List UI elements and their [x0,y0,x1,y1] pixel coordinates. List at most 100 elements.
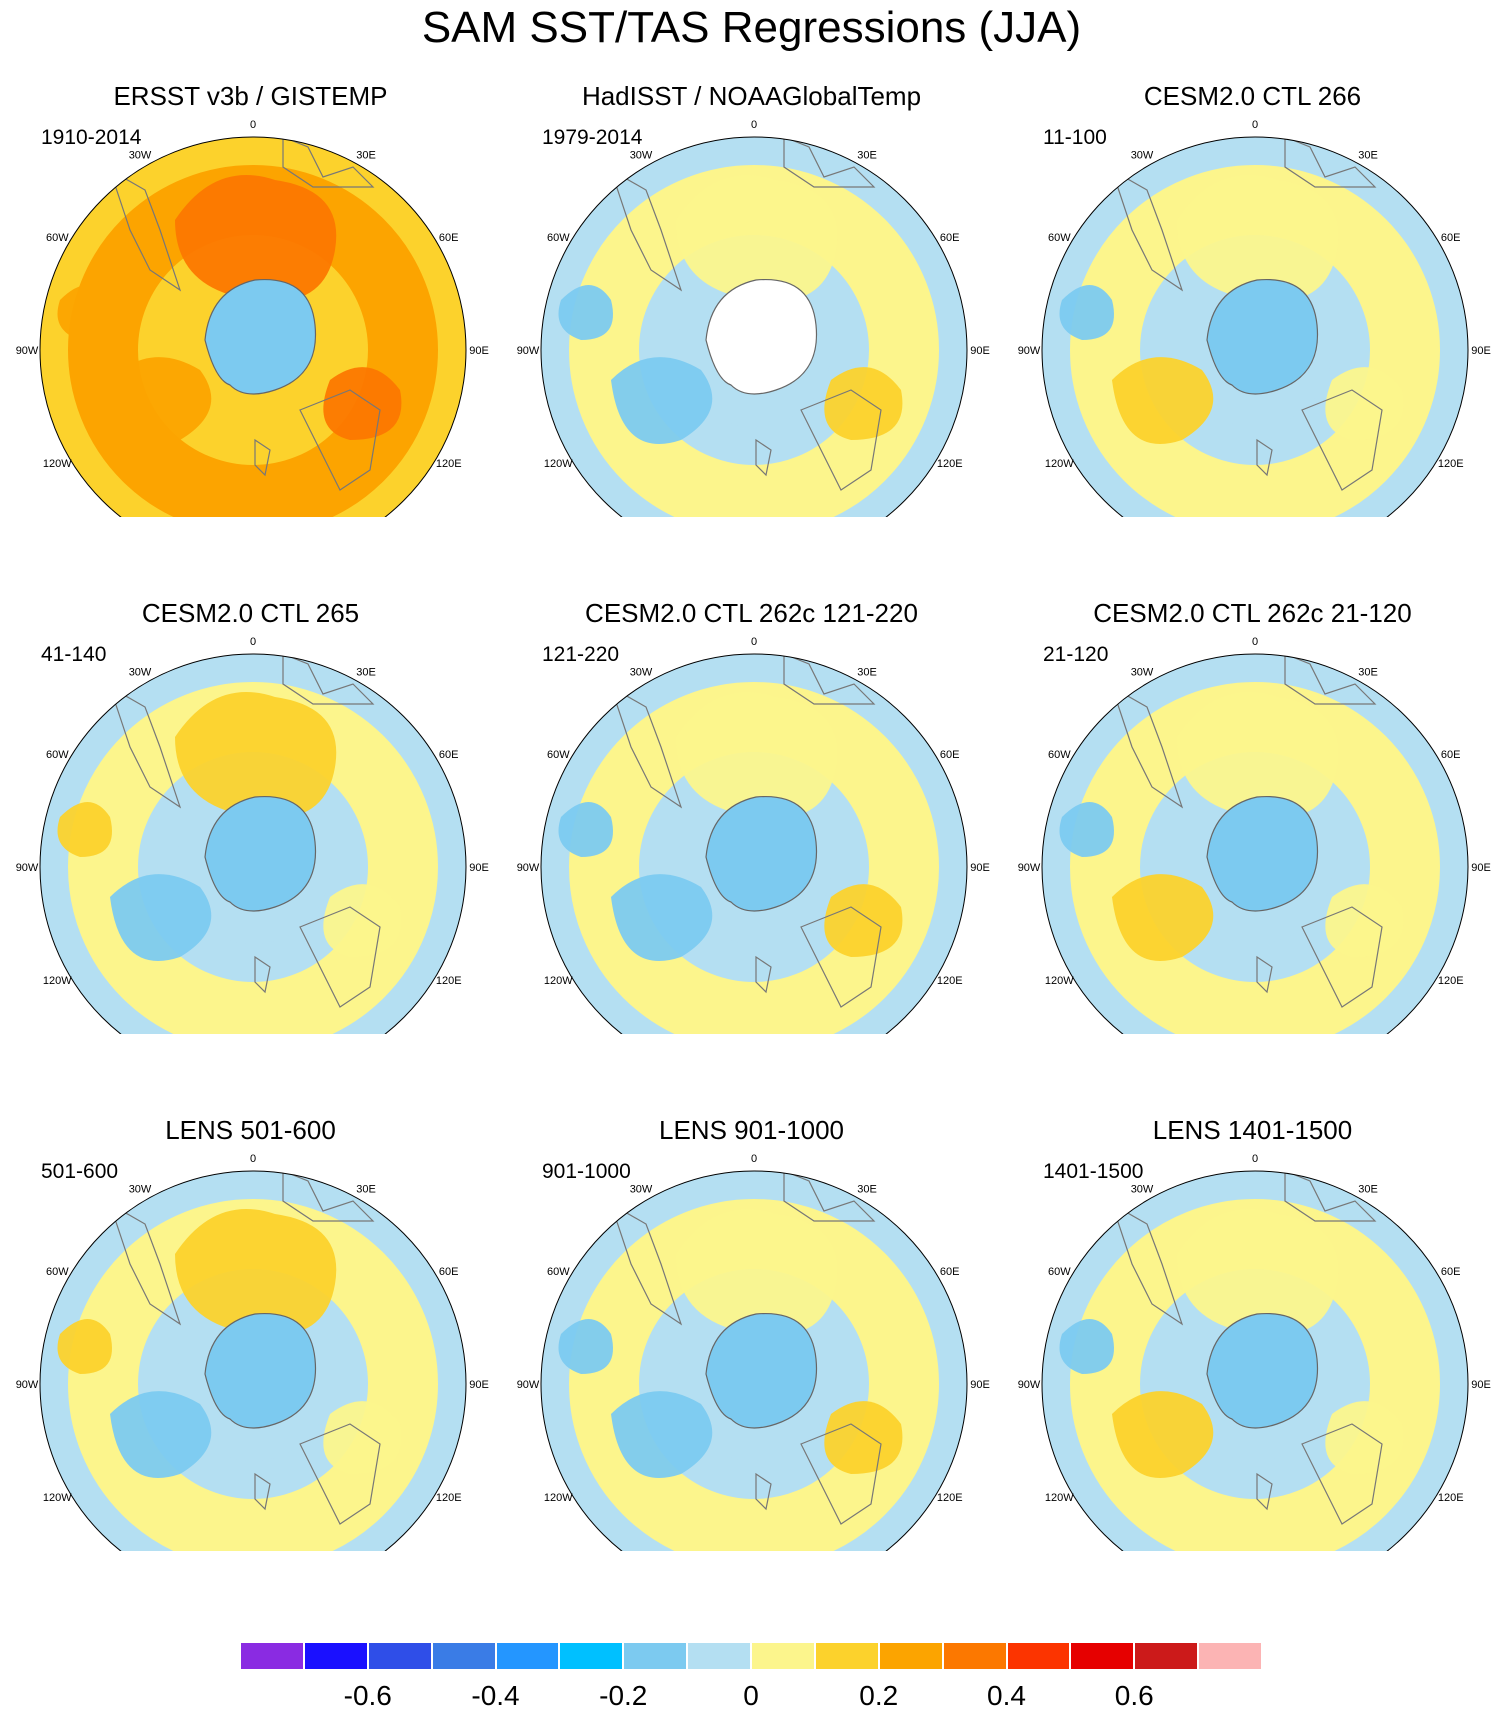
longitude-label: 60W [46,749,69,761]
coastline [783,1171,876,1222]
longitude-label: 90W [517,862,540,874]
coastline [755,438,772,477]
longitude-label: 30E [356,149,376,161]
map-boundary [1041,653,1469,1034]
longitude-label: 30E [1358,666,1378,678]
longitude-label: 30W [630,149,653,161]
anomaly-region [676,692,838,819]
coastline [108,1202,182,1326]
anomaly-region [175,1209,337,1336]
longitude-label: 30W [129,149,152,161]
anomaly-region [1112,874,1214,961]
colorbar-box [878,1642,943,1670]
coastline [755,955,772,994]
anomaly-region [1112,1391,1214,1478]
figure-title: SAM SST/TAS Regressions (JJA) [421,3,1082,52]
map-boundary [540,136,968,517]
panel-period: 901-1000 [542,1160,631,1183]
longitude-label: 0 [1252,636,1258,648]
anomaly-region [57,285,112,340]
polar-map: 030E60E90E120E150E180150W120W90W60W30W [1018,119,1491,517]
panel-title: CESM2.0 CTL 266 [1143,81,1362,111]
coastline [1284,654,1377,705]
anomaly-region [1325,367,1404,440]
coastline [1301,1423,1383,1525]
anomaly-region [611,874,713,961]
anomaly-region [110,1391,212,1478]
longitude-label: 90E [970,345,990,357]
coastline [800,1423,882,1525]
coastline [282,654,375,705]
panel-title: CESM2.0 CTL 262c 21-120 [1093,598,1412,628]
longitude-label: 60E [940,232,960,244]
colorbar-box [559,1642,624,1670]
colorbar-box [367,1642,432,1670]
panel-period: 11-100 [1043,126,1107,149]
coastline [1110,1202,1184,1326]
longitude-label: 120E [436,458,462,470]
longitude-label: 0 [751,1153,757,1165]
longitude-label: 30E [1358,149,1378,161]
longitude-label: 30W [630,666,653,678]
coastline [783,654,876,705]
polar-map: 030E60E90E120E150E180150W120W90W60W30W [1018,636,1491,1034]
longitude-label: 90E [970,862,990,874]
colorbar-box [240,1642,304,1670]
longitude-label: 120W [544,458,573,470]
longitude-label: 120E [937,975,963,987]
polar-map: 030E60E90E120E150E180150W120W90W60W30W [16,1153,489,1551]
map-boundary [540,653,968,1034]
coastline [1110,168,1184,292]
longitude-label: 120E [937,458,963,470]
colorbar-box [1006,1642,1071,1670]
longitude-label: 30E [857,149,877,161]
longitude-label: 120W [43,1492,72,1504]
colorbar-box [495,1642,560,1670]
longitude-label: 90W [16,345,39,357]
longitude-label: 60E [940,1266,960,1278]
longitude-label: 120E [436,1492,462,1504]
panel-period: 41-140 [41,643,107,666]
coastline [609,685,683,809]
anomaly-region [1059,1319,1114,1374]
longitude-label: 60W [1048,1266,1071,1278]
longitude-label: 90W [16,862,39,874]
anomaly-region [611,357,713,444]
anomaly-region [1059,285,1114,340]
antarctica-landmass [705,795,818,912]
longitude-label: 60W [1048,232,1071,244]
map-boundary [1041,1170,1469,1551]
polar-map: 030E60E90E120E150E180150W120W90W60W30W [1018,1153,1491,1551]
colorbar-tick-label: 0.6 [1114,1680,1154,1711]
panel-title: CESM2.0 CTL 265 [141,598,360,628]
map-panel: CESM2.0 CTL 265030E60E90E120E150E180150W… [0,517,501,1034]
coastline [1301,906,1383,1008]
coastline [800,389,882,491]
longitude-label: 90E [1471,862,1491,874]
longitude-label: 60E [940,749,960,761]
anomaly-region [323,1401,402,1474]
colorbar-tick-label: 0 [743,1680,759,1711]
longitude-label: 0 [1252,119,1258,131]
anomaly-region [110,874,212,961]
longitude-label: 90W [517,345,540,357]
antarctica-landmass [1206,795,1319,912]
map-boundary [39,653,467,1034]
longitude-label: 60E [1441,232,1461,244]
longitude-label: 60W [547,232,570,244]
colorbar-box [1198,1642,1262,1670]
polar-map: 030E60E90E120E150E180150W120W90W60W30W [517,119,990,517]
panel-title: CESM2.0 CTL 262c 121-220 [585,598,918,628]
map-panel: CESM2.0 CTL 262c 21-120030E60E90E120E150… [1002,517,1503,1034]
map-panel: LENS 901-1000030E60E90E120E150E180150W12… [501,1034,1002,1551]
anomaly-region [323,367,402,440]
longitude-label: 120E [937,1492,963,1504]
longitude-label: 30W [1131,1183,1154,1195]
longitude-label: 30E [1358,1183,1378,1195]
anomaly-region [57,1319,112,1374]
panel-period: 1401-1500 [1043,1160,1144,1183]
map-boundary [39,136,467,517]
antarctica-landmass [204,1312,317,1429]
coastline [800,906,882,1008]
anomaly-region [323,884,402,957]
